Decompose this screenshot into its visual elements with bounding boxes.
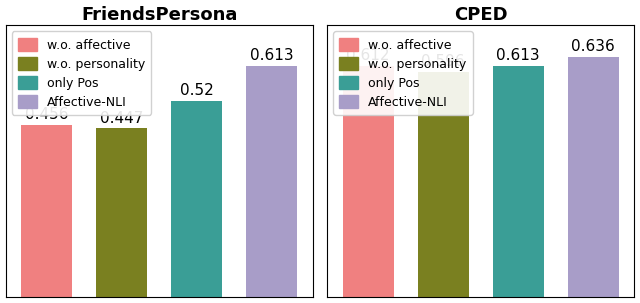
Legend: w.o. affective, w.o. personality, only Pos, Affective-NLI: w.o. affective, w.o. personality, only P… [333, 32, 473, 115]
Bar [342, 66, 394, 298]
Text: 0.612: 0.612 [346, 48, 390, 63]
Bar [172, 101, 222, 298]
Legend: w.o. affective, w.o. personality, only Pos, Affective-NLI: w.o. affective, w.o. personality, only P… [12, 32, 151, 115]
Text: 0.456: 0.456 [25, 107, 68, 122]
Text: 0.596: 0.596 [421, 54, 465, 69]
Text: 0.52: 0.52 [180, 83, 214, 98]
Bar [418, 72, 468, 298]
Text: 0.613: 0.613 [250, 48, 294, 63]
Bar [246, 65, 298, 298]
Bar [96, 128, 147, 298]
Bar [21, 125, 72, 298]
Title: FriendsPersona: FriendsPersona [81, 5, 237, 24]
Bar [493, 65, 544, 298]
Text: 0.447: 0.447 [100, 111, 143, 126]
Bar [568, 57, 619, 298]
Title: CPED: CPED [454, 5, 508, 24]
Text: 0.613: 0.613 [497, 48, 540, 63]
Text: 0.636: 0.636 [572, 39, 615, 54]
